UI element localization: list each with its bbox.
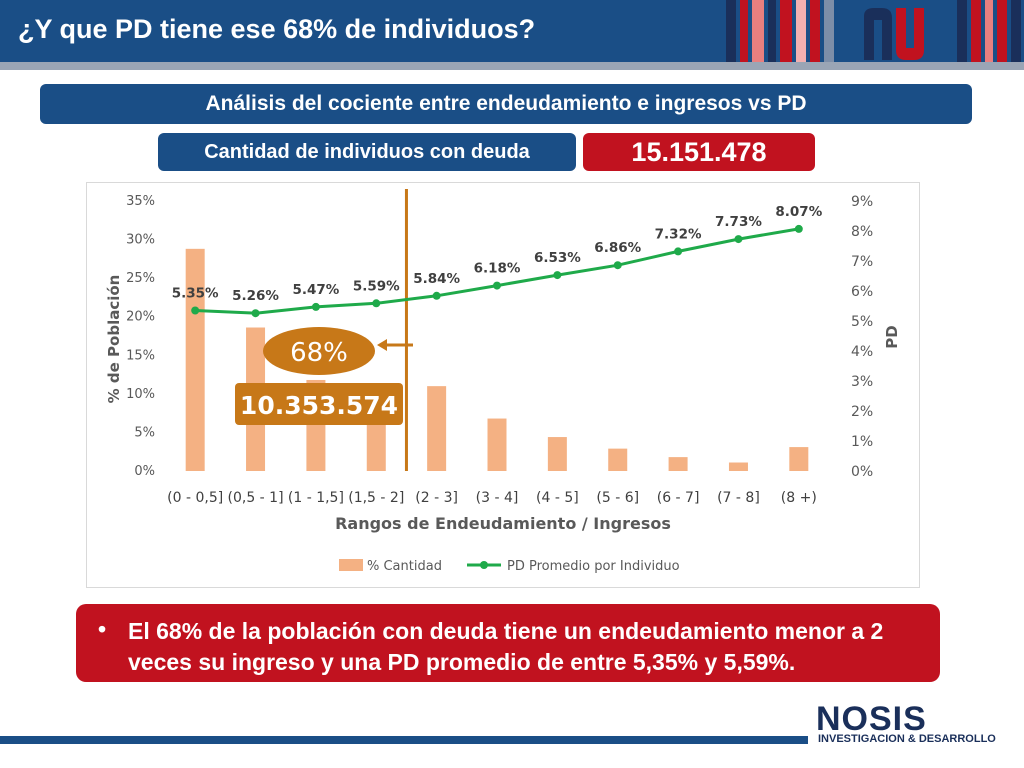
- pd-data-label: 6.18%: [474, 261, 521, 277]
- y2-tick-label: 5%: [851, 314, 873, 330]
- header-stripe: [0, 62, 1024, 70]
- x-tick-label: (0,5 - 1]: [228, 490, 284, 506]
- legend-line-label: PD Promedio por Individuo: [507, 559, 680, 574]
- pd-point: [674, 247, 683, 256]
- pd-point: [191, 306, 200, 315]
- pd-point: [734, 235, 743, 244]
- brand-logo: NOSIS: [816, 700, 927, 738]
- pd-data-label: 5.84%: [413, 271, 460, 287]
- count-label: Cantidad de individuos con deuda: [158, 133, 576, 171]
- highlight-percent-bubble: [263, 327, 375, 375]
- y2-tick-label: 7%: [851, 254, 873, 270]
- pd-data-label: 5.47%: [292, 282, 339, 298]
- legend-bar-label: % Cantidad: [367, 559, 442, 574]
- bar: [487, 418, 507, 471]
- subtitle-banner: Análisis del cociente entre endeudamient…: [40, 84, 972, 124]
- count-value: 15.151.478: [583, 133, 815, 171]
- highlight-count-box: [235, 383, 403, 425]
- x-tick-label: (0 - 0,5]: [167, 490, 223, 506]
- nosis-logo-icon: [864, 8, 924, 60]
- y-axis-label: % de Población: [105, 275, 123, 404]
- bar: [668, 457, 688, 471]
- pd-point: [553, 271, 562, 280]
- pd-data-label: 6.53%: [534, 250, 581, 266]
- bar: [789, 447, 809, 471]
- page-title: ¿Y que PD tiene ese 68% de individuos?: [18, 14, 536, 44]
- footer-bar: [0, 736, 808, 744]
- x-tick-label: (8 +): [781, 490, 817, 506]
- y2-tick-label: 3%: [851, 374, 873, 390]
- y2-tick-label: 9%: [851, 194, 873, 210]
- pd-point: [432, 291, 441, 300]
- pd-data-label: 7.73%: [715, 214, 762, 230]
- y-tick-label: 35%: [126, 194, 155, 209]
- pd-data-label: 5.35%: [172, 286, 219, 302]
- highlight-arrow-head: [377, 339, 387, 351]
- bullet-marker: •: [98, 616, 107, 642]
- highlight-count: 10.353.574: [240, 391, 398, 420]
- bar: [427, 386, 447, 471]
- decorative-stripes-right: [957, 0, 1021, 62]
- x-tick-label: (1,5 - 2]: [348, 490, 404, 506]
- y-tick-label: 30%: [126, 233, 155, 248]
- x-tick-label: (7 - 8]: [717, 490, 760, 506]
- pd-point: [613, 261, 622, 270]
- pd-data-label: 8.07%: [775, 204, 822, 220]
- bar: [608, 448, 628, 471]
- pd-point: [311, 302, 320, 311]
- pd-data-label: 7.32%: [655, 226, 702, 242]
- x-tick-label: (1 - 1,5]: [288, 490, 344, 506]
- y-tick-label: 0%: [134, 464, 155, 479]
- y-tick-label: 5%: [134, 425, 155, 440]
- highlight-percent: 68%: [290, 338, 348, 368]
- conclusion-text: El 68% de la población con deuda tiene u…: [128, 618, 884, 675]
- y-tick-label: 20%: [126, 310, 155, 325]
- pd-data-label: 5.59%: [353, 278, 400, 294]
- y2-tick-label: 6%: [851, 284, 873, 300]
- chart-container: 0% 5% 10% 15% 20% 25% 30% 35% 0% 1% 2% 3% 4% 5% 6% 7% 8…: [86, 182, 920, 588]
- y2-tick-label: 4%: [851, 344, 873, 360]
- x-tick-label: (3 - 4]: [476, 490, 519, 506]
- x-tick-label: (2 - 3]: [415, 490, 458, 506]
- bar: [728, 462, 748, 471]
- y-tick-label: 25%: [126, 271, 155, 286]
- header-bar: ¿Y que PD tiene ese 68% de individuos?: [0, 0, 1024, 62]
- y2-tick-label: 8%: [851, 224, 873, 240]
- bar: [185, 248, 205, 471]
- y2-axis-label: PD: [883, 325, 901, 348]
- chart-svg: 0% 5% 10% 15% 20% 25% 30% 35% 0% 1% 2% 3% 4% 5% 6% 7% 8…: [105, 189, 901, 574]
- y2-tick-label: 0%: [851, 464, 873, 480]
- brand-subtitle: INVESTIGACION & DESARROLLO: [818, 733, 996, 745]
- pd-point: [372, 299, 381, 308]
- pd-data-label: 5.26%: [232, 288, 279, 304]
- x-axis-label: Rangos de Endeudamiento / Ingresos: [335, 514, 671, 533]
- pd-point: [493, 281, 501, 290]
- x-tick-label: (5 - 6]: [596, 490, 639, 506]
- decorative-stripes: [726, 0, 834, 62]
- y2-tick-label: 2%: [851, 404, 873, 420]
- pd-point: [251, 309, 260, 318]
- legend-bar-swatch: [339, 559, 363, 571]
- legend-line-marker: [480, 561, 488, 569]
- y-tick-label: 10%: [126, 387, 155, 402]
- pd-point: [794, 224, 803, 233]
- bar: [547, 437, 567, 471]
- y-tick-label: 15%: [126, 348, 155, 363]
- conclusion-box: • El 68% de la población con deuda tiene…: [76, 604, 940, 682]
- pd-data-label: 6.86%: [594, 240, 641, 256]
- x-tick-label: (6 - 7]: [657, 490, 700, 506]
- x-tick-label: (4 - 5]: [536, 490, 579, 506]
- y2-tick-label: 1%: [851, 434, 873, 450]
